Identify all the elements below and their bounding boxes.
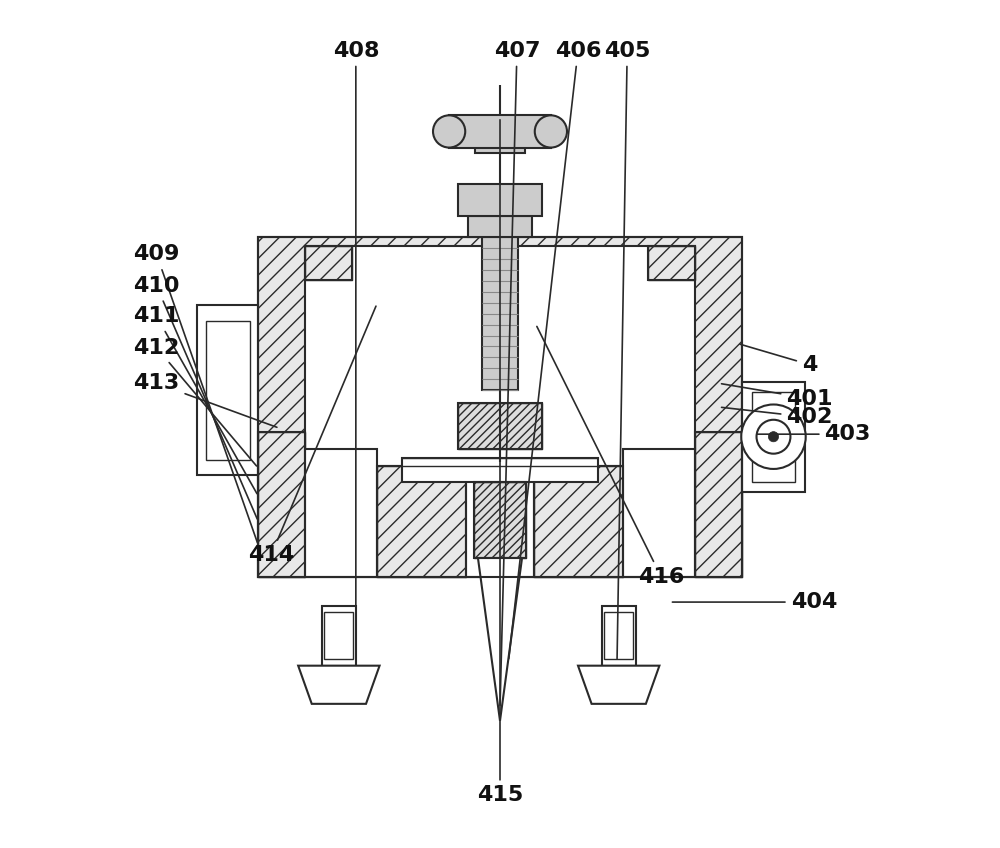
Circle shape bbox=[741, 404, 806, 469]
Bar bbox=[305, 246, 695, 466]
Bar bbox=[449, 115, 551, 148]
Text: 404: 404 bbox=[672, 592, 837, 612]
Bar bbox=[752, 392, 795, 482]
Bar bbox=[258, 432, 305, 577]
Text: 415: 415 bbox=[477, 120, 523, 806]
Polygon shape bbox=[478, 558, 522, 721]
Bar bbox=[602, 606, 636, 666]
Bar bbox=[475, 131, 525, 153]
Bar bbox=[258, 432, 305, 577]
Text: 416: 416 bbox=[537, 326, 684, 587]
Text: 411: 411 bbox=[133, 306, 257, 494]
Text: 406: 406 bbox=[509, 41, 601, 659]
Text: 402: 402 bbox=[722, 407, 833, 427]
Circle shape bbox=[768, 432, 779, 442]
Bar bbox=[466, 466, 534, 577]
Bar bbox=[695, 432, 742, 577]
Polygon shape bbox=[578, 666, 659, 704]
Text: 409: 409 bbox=[133, 244, 257, 543]
Bar bbox=[474, 482, 526, 558]
Bar bbox=[377, 466, 466, 577]
Text: 4: 4 bbox=[740, 344, 817, 375]
Text: 410: 410 bbox=[133, 276, 257, 519]
Bar bbox=[534, 466, 623, 577]
Bar bbox=[258, 237, 742, 577]
Text: 405: 405 bbox=[604, 41, 650, 659]
Text: 403: 403 bbox=[757, 424, 871, 444]
Circle shape bbox=[433, 115, 465, 148]
Bar bbox=[458, 403, 542, 449]
Bar bbox=[695, 432, 742, 577]
Bar bbox=[482, 237, 518, 390]
Bar bbox=[623, 449, 695, 577]
Bar bbox=[458, 403, 542, 449]
Text: 401: 401 bbox=[722, 384, 833, 409]
Bar bbox=[742, 382, 805, 492]
Text: 413: 413 bbox=[133, 373, 277, 427]
Bar bbox=[324, 612, 353, 659]
Bar bbox=[604, 612, 633, 659]
Polygon shape bbox=[298, 666, 380, 704]
Circle shape bbox=[757, 420, 790, 454]
Text: 412: 412 bbox=[133, 338, 257, 466]
Text: 407: 407 bbox=[494, 41, 540, 706]
Bar bbox=[322, 606, 356, 666]
Bar bbox=[305, 246, 352, 280]
Bar bbox=[377, 466, 466, 577]
Bar bbox=[197, 305, 258, 475]
Bar bbox=[474, 482, 526, 558]
Bar bbox=[258, 237, 742, 577]
Circle shape bbox=[535, 115, 567, 148]
Bar bbox=[305, 449, 377, 577]
Bar bbox=[206, 321, 250, 460]
Bar bbox=[534, 466, 623, 577]
Text: 414: 414 bbox=[248, 306, 376, 566]
Bar bbox=[468, 216, 532, 237]
Bar bbox=[648, 246, 695, 280]
Text: 408: 408 bbox=[333, 41, 379, 659]
Bar bbox=[458, 184, 542, 216]
Bar bbox=[305, 246, 352, 280]
Bar bbox=[402, 458, 598, 482]
Bar bbox=[648, 246, 695, 280]
